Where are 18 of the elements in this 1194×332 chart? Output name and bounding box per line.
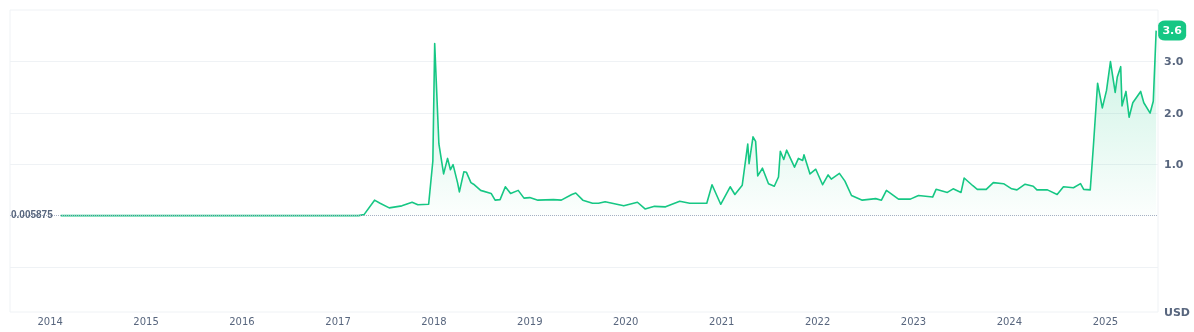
- y-tick-label: 2.0: [1164, 106, 1184, 120]
- text: USD: [1164, 306, 1191, 319]
- x-tick-label: 2022: [804, 315, 831, 327]
- x-tick-label: 2023: [900, 315, 927, 327]
- x-tick-label: 2020: [612, 315, 639, 327]
- x-tick-label: 2015: [133, 315, 159, 327]
- x-tick-label: 2025: [1092, 315, 1119, 327]
- x-tick-label: 2016: [229, 315, 255, 327]
- ref-line-label: 0.005875: [11, 209, 54, 221]
- x-tick-label: 2021: [709, 315, 735, 327]
- x-tick-label: 2014: [37, 315, 63, 327]
- x-tick-label: 2019: [517, 315, 543, 327]
- y-tick-label: 3.0: [1164, 55, 1184, 69]
- y-tick-label: 1.0: [1164, 158, 1184, 172]
- x-tick-label: 2017: [325, 315, 351, 327]
- x-tick-label: 2024: [996, 315, 1023, 327]
- annotation: 3.6: [1162, 24, 1183, 38]
- x-tick-label: 2018: [421, 315, 447, 327]
